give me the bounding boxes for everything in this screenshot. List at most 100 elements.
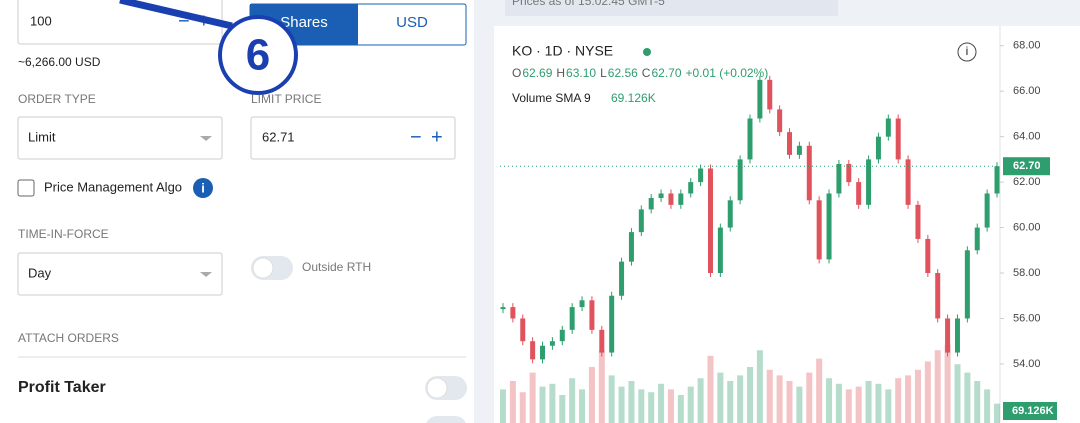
candle-body: [994, 166, 1000, 194]
annotation-arrow: [119, 0, 233, 30]
limit-price-input[interactable]: [250, 116, 456, 160]
y-tick-label: 64.00: [1013, 131, 1041, 143]
volume-bar: [776, 375, 783, 423]
candle-body: [648, 198, 654, 210]
quantity: 100: [30, 13, 52, 28]
candle-body: [599, 329, 605, 353]
toggle-knob: [252, 257, 274, 279]
volume-bar: [816, 358, 823, 423]
candle-body: [757, 79, 763, 119]
estimate: ~6,266.00 USD: [18, 55, 101, 69]
order-type-select[interactable]: [17, 116, 223, 160]
volume-bar: [608, 375, 615, 423]
volume-bar: [835, 383, 842, 423]
volume-bar: [895, 378, 902, 423]
chart-card: [494, 26, 1080, 423]
volume-value: 69.126K: [611, 91, 656, 105]
candle-body: [540, 345, 546, 360]
volume-bar: [509, 381, 516, 423]
volume-bar: [845, 389, 852, 423]
ohlc-key: L: [600, 66, 607, 80]
candle-body: [668, 193, 674, 205]
candle-body: [500, 307, 506, 310]
last-price-badge: [1003, 157, 1050, 176]
volume-bar: [786, 381, 793, 423]
volume-bar: [658, 383, 665, 423]
candle-body: [688, 182, 694, 194]
limit-price: 62.71: [262, 129, 295, 144]
volume-bar: [677, 395, 684, 423]
candle-body: [510, 307, 516, 319]
ohlc-value: 63.10: [566, 66, 596, 80]
volume-bar: [500, 389, 506, 423]
minus[interactable]: −: [178, 10, 190, 32]
candle-body: [885, 118, 891, 137]
prices-note: Prices as of 15:02:45 GMT-5: [512, 0, 665, 8]
candle-body: [658, 193, 664, 199]
ohlc-value: 62.69: [522, 66, 552, 80]
candle-body: [964, 250, 970, 319]
candle-body: [925, 238, 931, 274]
volume-bar: [885, 389, 892, 423]
tif-select[interactable]: [17, 252, 223, 296]
rth-label: Outside RTH: [302, 260, 371, 274]
change: +0.01 (+0.02%): [686, 66, 769, 80]
toggle[interactable]: [425, 416, 467, 423]
y-tick-label: 54.00: [1013, 358, 1041, 370]
info-icon[interactable]: [193, 178, 213, 198]
volume-bar: [539, 386, 546, 423]
candle-body: [767, 79, 773, 110]
y-tick-label: 66.00: [1013, 85, 1041, 97]
info-i: i: [966, 44, 969, 58]
usd-label[interactable]: USD: [396, 14, 428, 31]
volume-bar: [756, 350, 763, 423]
volume-label: Volume SMA 9: [512, 91, 591, 105]
volume-bar: [717, 372, 724, 423]
volume-bar: [549, 383, 556, 423]
candle-body: [866, 159, 872, 205]
volume-bar: [994, 403, 1000, 423]
caret: [200, 136, 212, 141]
minus[interactable]: −: [410, 126, 422, 148]
candle-body: [954, 318, 960, 353]
volume-bar: [628, 381, 635, 423]
y-tick-label: 62.00: [1013, 176, 1041, 188]
candle-body: [806, 145, 812, 201]
ohlc-value: 62.56: [608, 66, 638, 80]
candle-body: [816, 200, 822, 260]
ohlc-key: H: [556, 66, 565, 80]
ohlc-key: C: [642, 66, 651, 80]
candle-body: [638, 209, 644, 233]
tif-label: TIME-IN-FORCE: [18, 227, 109, 241]
y-tick-label: 58.00: [1013, 267, 1041, 279]
attach-label: ATTACH ORDERS: [18, 331, 119, 345]
ohlc-value: 62.70: [651, 66, 681, 80]
candle-body: [619, 261, 625, 296]
algo-checkbox[interactable]: [17, 179, 35, 197]
volume-bar: [648, 392, 655, 423]
candle-body: [707, 168, 713, 274]
candle-body: [935, 273, 941, 319]
plus[interactable]: +: [431, 126, 443, 148]
volume-bar: [588, 367, 595, 423]
volume-bar: [855, 386, 862, 423]
candle-body: [549, 341, 555, 346]
y-tick-label: 68.00: [1013, 40, 1041, 52]
toggle-knob: [426, 377, 448, 399]
candle-body: [589, 300, 595, 330]
volume-bar: [766, 369, 773, 423]
volume-bar: [984, 389, 991, 423]
candle-body: [777, 109, 783, 133]
volume-bar: [598, 350, 605, 423]
candle-body: [579, 300, 585, 308]
annotation-circle: [218, 15, 298, 95]
volume-bar: [875, 383, 882, 423]
candle-body: [727, 200, 733, 228]
volume-bar: [737, 375, 744, 423]
shares-label: Shares: [280, 14, 328, 31]
y-tick-label: 60.00: [1013, 221, 1041, 233]
volume-bar: [697, 378, 704, 423]
volume-bar: [579, 389, 586, 423]
note-bar: [505, 0, 838, 16]
info-button[interactable]: [957, 42, 977, 62]
